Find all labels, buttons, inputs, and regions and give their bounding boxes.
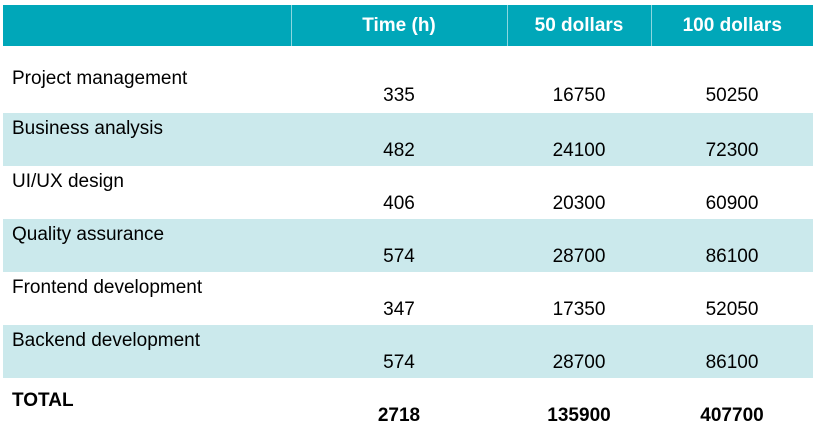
row-time: 347 — [383, 299, 415, 320]
table-row: Backend development 574 28700 86100 — [3, 325, 813, 378]
table-row: UI/UX design 406 20300 60900 — [3, 166, 813, 219]
row-cost-50: 28700 — [507, 219, 651, 272]
row-label: Business analysis — [3, 113, 291, 166]
table-row: Frontend development 347 17350 52050 — [3, 272, 813, 325]
header-time: Time (h) — [290, 5, 507, 46]
row-time: 335 — [383, 85, 415, 106]
row-cost-50: 24100 — [507, 113, 651, 166]
total-label: TOTAL — [12, 390, 74, 411]
row-label: UI/UX design — [12, 171, 124, 192]
row-cost-100: 52050 — [705, 299, 759, 320]
row-time: 574 — [291, 219, 507, 272]
row-cost-100: 72300 — [651, 113, 813, 166]
row-label: Frontend development — [12, 277, 203, 298]
row-cost-100: 60900 — [705, 193, 759, 214]
table-row: Quality assurance 574 28700 86100 — [3, 219, 813, 272]
total-cost-100: 407700 — [700, 405, 764, 426]
row-cost-100: 86100 — [651, 219, 813, 272]
row-label: Project management — [12, 68, 188, 89]
cost-estimate-table: Time (h) 50 dollars 100 dollars Project … — [3, 5, 813, 433]
total-time: 2718 — [377, 405, 421, 426]
total-row: TOTAL 2718 135900 407700 — [3, 378, 813, 433]
row-label: Backend development — [3, 325, 291, 378]
row-time: 482 — [291, 113, 507, 166]
header-row: Time (h) 50 dollars 100 dollars — [3, 5, 813, 46]
row-cost-50: 28700 — [507, 325, 651, 378]
header-100-dollars: 100 dollars — [650, 5, 813, 46]
table-row: Project management 335 16750 50250 — [3, 46, 813, 113]
header-empty — [3, 5, 291, 46]
row-cost-50: 16750 — [552, 85, 606, 106]
row-time: 574 — [291, 325, 507, 378]
header-50-dollars: 50 dollars — [506, 5, 651, 46]
row-time: 406 — [383, 193, 415, 214]
row-label: Quality assurance — [3, 219, 291, 272]
total-cost-50: 135900 — [547, 405, 611, 426]
row-cost-50: 20300 — [552, 193, 606, 214]
row-cost-100: 86100 — [651, 325, 813, 378]
row-cost-100: 50250 — [705, 85, 759, 106]
row-cost-50: 17350 — [552, 299, 606, 320]
table-row: Business analysis 482 24100 72300 — [3, 113, 813, 166]
